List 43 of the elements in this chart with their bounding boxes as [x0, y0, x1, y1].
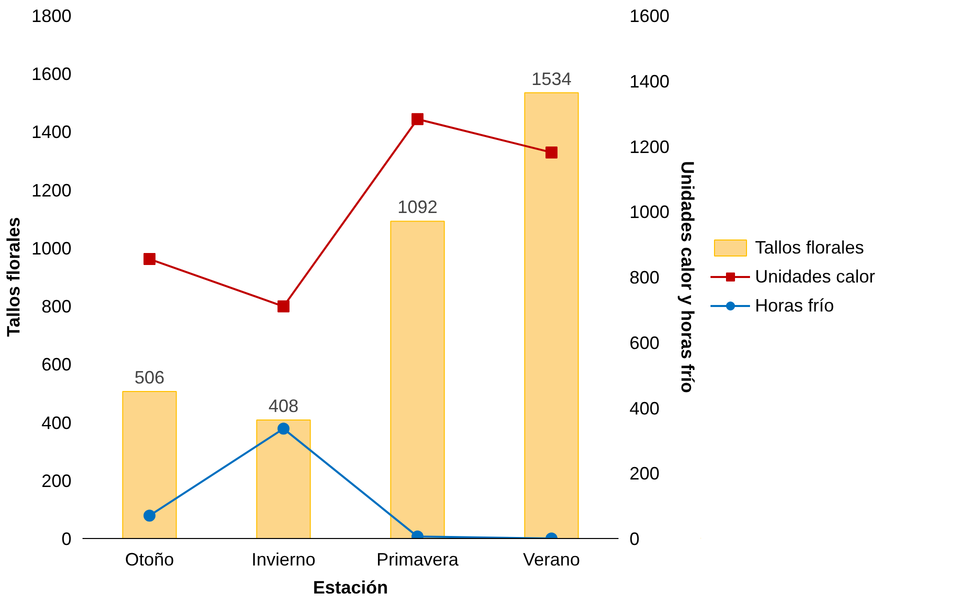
legend-label: Tallos florales — [755, 237, 864, 258]
y2-tick-label: 1600 — [630, 6, 670, 26]
y2-axis-title: Unidades calor y horas frío — [678, 160, 698, 394]
bar — [524, 92, 579, 538]
data-label: 1534 — [531, 68, 572, 89]
y-tick-label: 800 — [41, 296, 72, 317]
y-axis-title: Tallos florales — [3, 217, 24, 337]
point — [278, 422, 290, 435]
data-label: 408 — [268, 396, 299, 416]
y2-tick-label: 200 — [630, 464, 660, 484]
legend-label: Horas frío — [755, 295, 834, 316]
x-tick-label: Otoño — [124, 550, 174, 570]
point — [412, 113, 424, 126]
y-tick-label: 600 — [41, 354, 72, 375]
bar — [256, 419, 311, 538]
y-tick-label: 1200 — [31, 180, 72, 200]
y2-tick-label: 1200 — [630, 136, 670, 157]
x-tick-label: Invierno — [251, 550, 316, 570]
y2-tick-label: 0 — [630, 529, 640, 549]
y-tick-label: 200 — [41, 470, 72, 491]
data-label: 1092 — [397, 197, 438, 218]
bar — [390, 220, 445, 538]
x-tick-label: Verano — [522, 550, 580, 570]
y2-tick-label: 400 — [630, 398, 660, 418]
y-tick-label: 1400 — [31, 122, 72, 142]
y2-tick-label: 800 — [630, 268, 660, 288]
bar — [122, 390, 177, 538]
point — [278, 300, 290, 312]
point — [144, 253, 156, 266]
y2-tick-label: 1000 — [630, 202, 670, 222]
y-tick-label: 0 — [61, 529, 72, 549]
x-tick-label: Primavera — [376, 550, 460, 570]
point — [144, 510, 156, 522]
y-tick-label: 400 — [41, 412, 72, 433]
y2-tick-label: 600 — [630, 332, 660, 353]
y-tick-label: 1800 — [31, 6, 72, 26]
y2-tick-label: 1400 — [630, 71, 670, 92]
y-tick-label: 1000 — [31, 238, 72, 258]
data-label: 506 — [134, 367, 165, 388]
y-tick-label: 1600 — [31, 64, 72, 84]
point — [546, 146, 558, 158]
legend-label: Unidades calor — [755, 266, 876, 287]
x-axis-title: Estación — [312, 578, 388, 598]
